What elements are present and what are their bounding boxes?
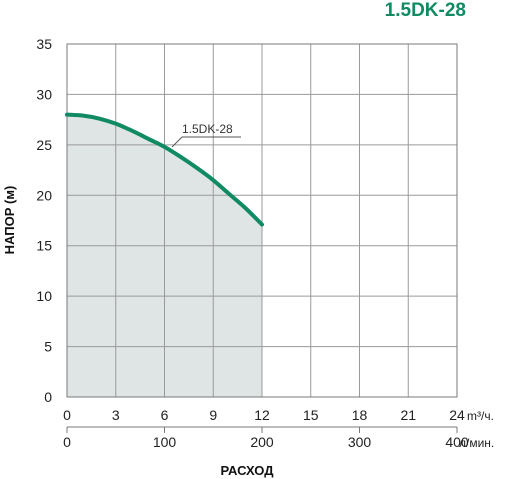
x-tick-marks-secondary — [66, 427, 458, 433]
x-tick-labels-secondary: 0 100 200 300 400 — [63, 434, 469, 450]
x-tick-primary-8: 24 — [449, 407, 465, 423]
y-tick-5: 25 — [36, 137, 52, 153]
x-tick-primary-7: 21 — [400, 407, 416, 423]
y-axis-title: НАПОР (м) — [2, 186, 17, 255]
y-tick-0: 0 — [44, 389, 52, 405]
series-line-1.5DK-28 — [65, 112, 264, 227]
x-tick-primary-3: 9 — [209, 407, 217, 423]
curve-label-leader — [171, 136, 183, 148]
chart-title: 1.5DK-28 — [385, 0, 466, 21]
x-tick-secondary-0: 0 — [63, 434, 71, 450]
x-tick-secondary-3: 300 — [348, 434, 372, 450]
x-tick-primary-2: 6 — [161, 407, 169, 423]
y-tick-4: 20 — [36, 187, 52, 203]
x-tick-primary-1: 3 — [112, 407, 120, 423]
x-tick-labels-primary: 0 3 6 9 12 15 18 21 24 — [63, 407, 465, 423]
x-tick-secondary-2: 200 — [250, 434, 274, 450]
curve-label: 1.5DK-28 — [182, 122, 233, 136]
x-tick-primary-4: 12 — [254, 407, 270, 423]
x-tick-secondary-4: 400 — [445, 434, 469, 450]
y-tick-labels: 0 5 10 15 20 25 30 35 — [36, 36, 52, 405]
x-tick-primary-6: 18 — [352, 407, 368, 423]
x-tick-secondary-1: 100 — [153, 434, 177, 450]
y-tick-3: 15 — [36, 238, 52, 254]
x-tick-primary-5: 15 — [303, 407, 319, 423]
y-tick-2: 10 — [36, 288, 52, 304]
x-axis-title: РАСХОД — [220, 463, 274, 478]
x-tick-primary-0: 0 — [63, 407, 71, 423]
plot-frame — [66, 43, 458, 398]
y-tick-1: 5 — [44, 339, 52, 355]
x-unit-secondary: л/мин. — [459, 436, 494, 450]
y-tick-6: 30 — [36, 86, 52, 102]
x-unit-primary: m³/ч. — [467, 409, 494, 423]
y-tick-7: 35 — [36, 36, 52, 52]
